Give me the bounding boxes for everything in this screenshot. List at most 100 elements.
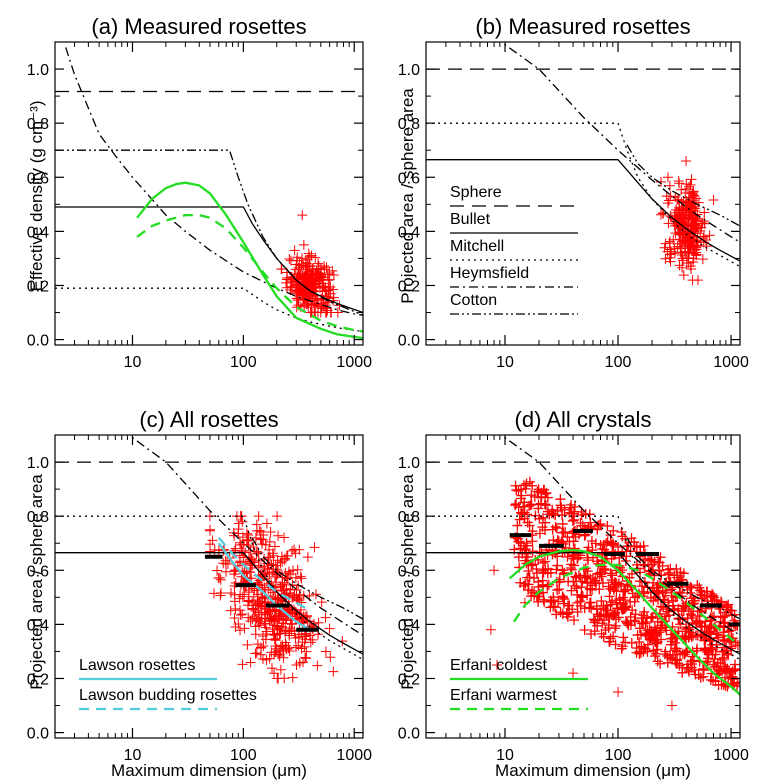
data-point [328,269,339,280]
data-point [310,589,321,600]
data-point [610,623,621,634]
data-point [305,269,316,280]
data-point [568,576,579,587]
x-tick-label: 1000 [336,747,372,764]
data-point [677,662,688,673]
data-point [326,307,337,318]
data-point [229,545,240,556]
data-point [285,255,296,266]
data-point [673,194,684,205]
data-point [686,174,697,185]
data-point [302,552,313,563]
data-point [526,490,537,501]
data-point [265,526,276,537]
data-point [275,557,286,568]
data-point [655,658,666,669]
data-point [267,548,278,559]
data-point [663,567,674,578]
data-point [569,501,580,512]
data-point [562,611,573,622]
data-point [287,545,298,556]
y-tick-label: 0.6 [398,170,420,187]
data-point [648,595,659,606]
data-point [525,500,536,511]
data-point [293,580,304,591]
data-point [627,588,638,599]
data-point [533,484,544,495]
data-point [272,623,283,634]
panel-c-series-heymsfield [127,435,363,636]
data-point [328,284,339,295]
data-point [255,616,266,627]
data-point [650,648,661,659]
panel-d-scatter-points [485,476,740,711]
data-point [684,210,695,221]
data-point [273,530,284,541]
data-point [629,596,640,607]
y-tick-label: 1.0 [398,455,420,472]
data-point [524,500,535,511]
legend-label: Cotton [450,292,497,309]
data-point [298,260,309,271]
data-point [248,542,259,553]
data-point [653,588,664,599]
data-point [265,616,276,627]
data-point [655,552,666,563]
y-tick-label: 0.6 [398,563,420,580]
data-point [260,609,271,620]
data-point [715,616,726,627]
data-point [319,282,330,293]
data-point [516,509,527,520]
data-point [251,648,262,659]
data-point [585,583,596,594]
data-point [684,246,695,257]
panel-d-legend: Erfani coldest Erfani warmest [450,657,588,711]
data-point [622,618,633,629]
y-tick-label: 0.2 [27,278,49,295]
data-point [254,596,265,607]
data-point [229,613,240,624]
data-point [706,644,717,655]
data-point [680,188,691,199]
data-point [274,650,285,661]
data-point [571,583,582,594]
data-point [292,252,303,263]
data-point [542,581,553,592]
data-point [511,485,522,496]
legend-label: Heymsfield [450,265,529,282]
data-point [684,181,695,192]
data-point [575,572,586,583]
data-point [598,600,609,611]
y-tick-label: 0.0 [27,333,49,350]
data-point [669,645,680,656]
data-point [675,649,686,660]
data-point [590,615,601,626]
data-point [262,558,273,569]
data-point [650,637,661,648]
y-tick-label: 0.4 [398,224,420,241]
data-point [561,607,572,618]
data-point [607,540,618,551]
panel-d-plot: 0.0 0.2 0.4 0.6 0.8 1.0 10 100 1000 Erfani coldes… [398,434,749,764]
data-point [204,539,215,550]
data-point [524,520,535,531]
data-point [681,258,692,269]
data-point [673,626,684,637]
y-tick-label: 0.6 [27,170,49,187]
data-point [572,597,583,608]
data-point [608,525,619,536]
data-point [708,590,719,601]
data-point [299,300,310,311]
data-point [242,535,253,546]
data-point [243,596,254,607]
data-point [688,253,699,264]
data-point [569,580,580,591]
data-point [605,568,616,579]
data-point [220,555,231,566]
data-point [313,258,324,269]
data-point [721,602,732,613]
data-point [321,262,332,273]
data-point-outlier [289,245,300,256]
data-point [548,592,559,603]
data-point [680,209,691,220]
